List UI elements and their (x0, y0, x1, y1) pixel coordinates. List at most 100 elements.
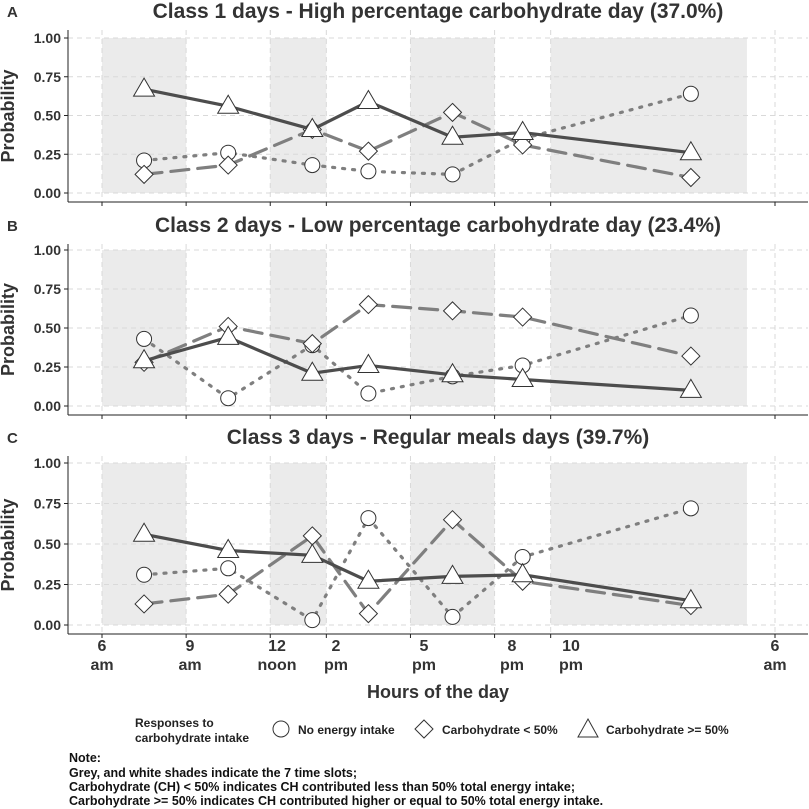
data-point (360, 163, 377, 180)
y-tick-label: 0.75 (34, 69, 61, 85)
y-tick-label: 0.75 (34, 281, 61, 297)
x-axis-title: Hours of the day (367, 682, 509, 702)
note: Note: Grey, and white shades indicate th… (69, 751, 603, 808)
y-tick-label: 0.50 (34, 536, 61, 552)
note-title: Note: (69, 751, 101, 765)
y-tick-label: 1.00 (34, 30, 61, 46)
x-tick-label: 6 (98, 638, 107, 655)
data-point (136, 566, 153, 583)
data-point (358, 294, 379, 315)
legend-title-line1: Responses to (135, 716, 214, 730)
data-point (442, 102, 463, 123)
panel-title: Class 3 days - Regular meals days (39.7%… (227, 426, 650, 449)
data-point (357, 569, 380, 589)
data-point (216, 94, 240, 114)
panel-a: 1.00 0.75 0.50 0.25 0.00 Probability A Class 1 … (0, 0, 808, 206)
panel-title: Class 1 days - High percentage carbohydr… (153, 0, 724, 23)
data-point (360, 510, 377, 527)
data-point (444, 608, 461, 625)
data-point (681, 346, 701, 366)
y-axis-title: Probability (0, 69, 18, 162)
y-tick-label: 0.25 (34, 146, 61, 162)
y-tick-label: 0.25 (34, 359, 61, 375)
x-tick-label: 5 (420, 638, 429, 655)
legend-label-ch-low: Carbohydrate < 50% (442, 723, 558, 737)
x-axis-ticks: 6 am 9 am 12 noon 2 pm 5 pm 8 pm 10 pm 6… (90, 638, 786, 674)
data-point (300, 361, 324, 381)
data-point (444, 166, 461, 183)
data-point (220, 560, 237, 577)
data-point (679, 378, 703, 398)
data-point (679, 140, 703, 161)
y-tick-label: 0.50 (34, 320, 61, 336)
panel-letter: A (7, 4, 18, 21)
data-point (360, 385, 377, 402)
y-tick-label: 0.25 (34, 577, 61, 593)
data-point (218, 155, 238, 175)
legend-label-ch-high: Carbohydrate >= 50% (606, 723, 729, 737)
data-point (216, 325, 240, 345)
note-line-1: Grey, and white shades indicate the 7 ti… (69, 766, 357, 780)
triangle-icon (577, 717, 599, 738)
data-point (136, 330, 153, 347)
x-tick-label: 8 (508, 638, 517, 655)
legend-title-line2: carbohydrate intake (135, 731, 249, 745)
x-tick-label: am (763, 657, 786, 674)
x-tick-label: 2 (332, 638, 341, 655)
data-point (511, 120, 534, 141)
x-tick-label: 10 (562, 638, 580, 655)
data-point (220, 390, 237, 407)
data-point (358, 603, 379, 624)
y-tick-label: 0.75 (34, 496, 61, 512)
panel-title: Class 2 days - Low percentage carbohydra… (155, 214, 721, 237)
y-tick-label: 0.50 (34, 108, 61, 124)
data-point (357, 353, 380, 373)
data-point (216, 538, 240, 558)
diamond-icon (414, 719, 434, 739)
x-tick-label: noon (257, 657, 296, 674)
x-tick-label: am (178, 657, 201, 674)
data-point (512, 135, 533, 155)
panel-c: 1.00 0.75 0.50 0.25 0.00 Probability C Class 3 … (0, 426, 808, 638)
circle-icon (272, 720, 290, 738)
x-tick-label: pm (500, 657, 524, 674)
data-point (441, 125, 464, 145)
data-point (442, 301, 463, 321)
data-point (304, 612, 321, 629)
x-tick-label: pm (412, 657, 436, 674)
y-tick-label: 1.00 (34, 242, 61, 258)
note-line-2: Carbohydrate (CH) < 50% indicates CH con… (69, 780, 575, 794)
data-point (441, 362, 464, 383)
data-point (134, 164, 154, 185)
data-point (302, 333, 323, 354)
panel-b: 1.00 0.75 0.50 0.25 0.00 Probability B Class 2 … (0, 214, 808, 419)
data-point (679, 588, 703, 609)
data-point (132, 522, 156, 542)
x-tick-label: pm (324, 657, 348, 674)
data-point (441, 564, 464, 584)
y-axis-title: Probability (0, 283, 18, 376)
data-point (511, 562, 534, 583)
y-tick-label: 0.00 (34, 617, 61, 633)
data-point (358, 141, 379, 161)
x-tick-label: 9 (186, 638, 195, 655)
data-point (512, 307, 533, 327)
data-point (511, 367, 534, 387)
legend-label-no-energy: No energy intake (298, 723, 395, 737)
data-point (134, 594, 154, 614)
y-tick-label: 0.00 (34, 398, 61, 414)
data-point (132, 348, 156, 369)
y-tick-label: 1.00 (34, 455, 61, 471)
x-tick-label: pm (559, 657, 583, 674)
x-tick-label: 12 (268, 638, 286, 655)
data-point (514, 548, 531, 565)
data-point (300, 117, 324, 137)
note-line-3: Carbohydrate >= 50% indicates CH contrib… (69, 794, 603, 808)
y-axis-title: Probability (0, 498, 18, 591)
data-point (304, 157, 321, 174)
panel-letter: B (7, 218, 18, 235)
y-tick-label: 0.00 (34, 185, 61, 201)
x-tick-label: 6 (771, 638, 780, 655)
data-point (132, 77, 156, 97)
